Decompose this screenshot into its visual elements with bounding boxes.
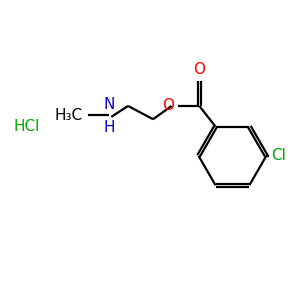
Text: O: O (163, 98, 175, 113)
Text: H₃C: H₃C (54, 108, 82, 123)
Text: HCl: HCl (13, 119, 40, 134)
Text: Cl: Cl (271, 148, 286, 164)
Text: N: N (103, 97, 115, 112)
Text: O: O (193, 62, 205, 77)
Text: H: H (103, 120, 115, 135)
